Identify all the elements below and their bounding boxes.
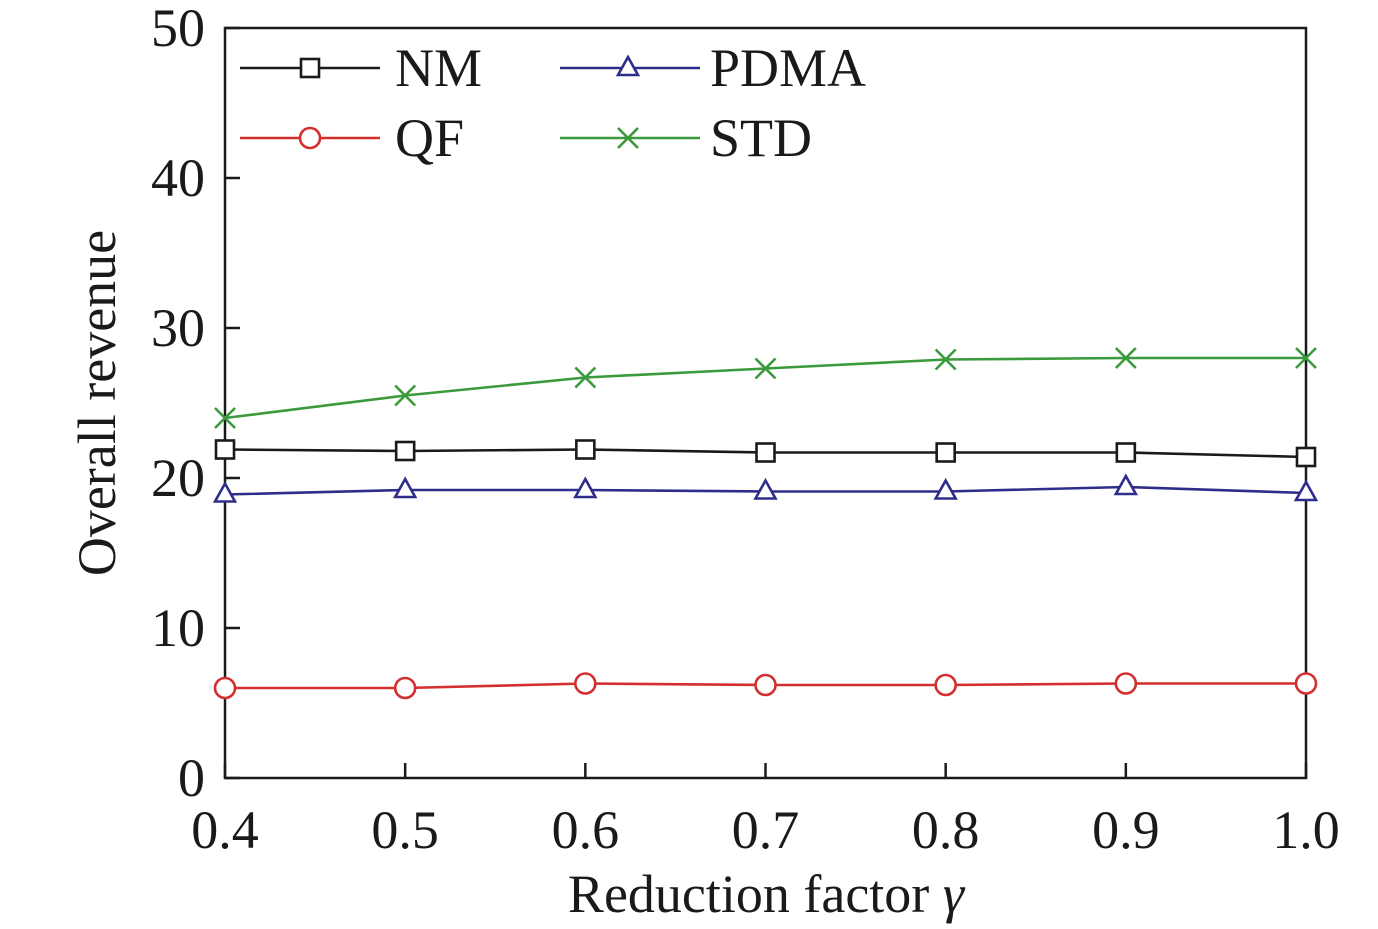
series-pdma [212, 473, 1319, 503]
pdma-point [1113, 473, 1139, 496]
y-tick-label: 10 [151, 598, 205, 658]
std-point [1114, 347, 1137, 369]
nm-point [755, 442, 776, 463]
nm-point [1115, 442, 1137, 463]
x-tick-label: 1.0 [1272, 800, 1340, 860]
legend-marker [298, 126, 322, 150]
legend-label: QF [395, 108, 464, 168]
y-axis-label: Overall revenue [67, 230, 127, 576]
pdma-point [1293, 479, 1319, 502]
qf-point [1114, 672, 1138, 695]
series-qf [213, 672, 1318, 700]
legend-label: NM [395, 38, 482, 98]
qf-point [1294, 672, 1318, 695]
nm-point [394, 440, 416, 462]
nm-point [214, 439, 236, 460]
y-tick-labels: 0 10 20 30 40 50 [151, 0, 205, 808]
legend-marker [615, 54, 641, 77]
series-std [214, 347, 1317, 429]
legend-marker [617, 127, 639, 149]
pdma-point [753, 477, 778, 500]
x-tick-label: 0.9 [1092, 800, 1160, 860]
std-point [934, 348, 957, 371]
y-tick-label: 20 [151, 448, 205, 508]
data-series [212, 347, 1319, 700]
qf-point [754, 673, 777, 697]
y-tick-label: 40 [151, 148, 205, 208]
x-tick-label: 0.7 [732, 800, 800, 860]
y-tick-label: 0 [178, 748, 205, 808]
x-tick-label: 0.4 [191, 800, 259, 860]
nm-point [1295, 446, 1317, 468]
pdma-point [212, 480, 238, 503]
legend: NM PDMA QF STD [240, 38, 866, 168]
legend-entry-qf: QF [240, 108, 464, 168]
x-tick-labels: 0.4 0.5 0.6 0.7 0.8 0.9 1.0 [191, 800, 1340, 860]
x-tick-label: 0.6 [552, 800, 620, 860]
pdma-point [573, 476, 598, 499]
series-nm [214, 439, 1317, 468]
nm-point [935, 442, 956, 463]
std-point [574, 366, 597, 389]
qf-point [213, 676, 237, 700]
axis-ticks [223, 26, 1308, 780]
pdma-point [933, 477, 958, 500]
legend-marker [299, 57, 321, 79]
std-point [394, 384, 417, 407]
x-tick-label: 0.5 [371, 800, 439, 860]
legend-entry-pdma: PDMA [560, 38, 866, 98]
legend-label: STD [710, 108, 812, 168]
legend-entry-nm: NM [240, 38, 482, 98]
qf-point [393, 676, 417, 700]
y-tick-label: 30 [151, 298, 205, 358]
std-point [1295, 347, 1317, 369]
std-point [754, 357, 777, 380]
std-point [214, 407, 236, 429]
x-tick-label: 0.8 [912, 800, 980, 860]
qf-point [934, 673, 957, 697]
qf-point [574, 672, 597, 695]
legend-label: PDMA [710, 38, 866, 98]
x-axis-label: Reduction factor γ [568, 864, 966, 924]
nm-point [575, 439, 596, 460]
pdma-point [392, 476, 418, 499]
y-tick-label: 50 [151, 0, 205, 58]
legend-entry-std: STD [560, 108, 812, 168]
